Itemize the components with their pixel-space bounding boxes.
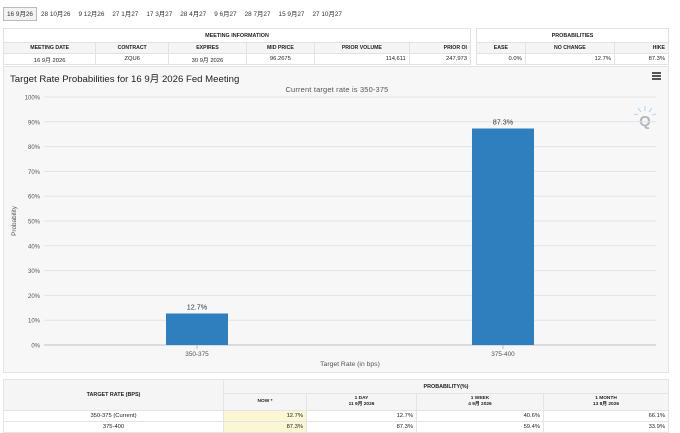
meeting-tabs: 16 9月26 28 10月26 9 12月26 27 1月27 17 3月27… xyxy=(3,7,346,21)
y-tick-label: 60% xyxy=(28,195,41,201)
hamburger-menu-icon[interactable] xyxy=(652,72,661,80)
y-tick-label: 0% xyxy=(31,344,40,350)
col-hike: HIKE xyxy=(613,42,670,54)
1-week-value: 40.6% xyxy=(416,410,544,422)
1-month-value: 33.9% xyxy=(543,421,669,433)
y-tick-label: 50% xyxy=(28,220,41,226)
1-day-value: 12.7% xyxy=(306,410,417,422)
tab-meeting-0[interactable]: 16 9月26 xyxy=(3,7,37,21)
tab-meeting-2[interactable]: 9 12月26 xyxy=(78,11,105,18)
y-tick-label: 90% xyxy=(28,120,41,126)
tab-meeting-9[interactable]: 27 10月27 xyxy=(312,11,342,18)
table-row: 375-400 87.3% 87.3% 59.4% 33.9% xyxy=(3,421,669,433)
tab-meeting-4[interactable]: 17 3月27 xyxy=(146,11,173,18)
tab-meeting-7[interactable]: 28 7月27 xyxy=(244,11,271,18)
tab-meeting-6[interactable]: 9 6月27 xyxy=(214,11,237,18)
data-label: 12.7% xyxy=(187,303,208,312)
bar xyxy=(472,128,534,345)
y-tick-label: 100% xyxy=(25,96,41,102)
rate-label: 350-375 (Current) xyxy=(3,410,224,422)
probabilities-header: PROBABILITIES xyxy=(476,28,669,43)
now-value: 12.7% xyxy=(223,410,307,422)
now-value: 87.3% xyxy=(223,421,307,433)
probabilities-table: PROBABILITIES EASE NO CHANGE HIKE 0.0% 1… xyxy=(476,28,670,65)
x-tick-label: 375-400 xyxy=(491,351,515,358)
col-1-day: 1 DAY 11 9月 2026 xyxy=(306,393,417,411)
probability-history-table: TARGET RATE (BPS) PROBABILITY(%) NOW * 1… xyxy=(3,379,669,433)
prior-oi-value: 247,973 xyxy=(408,53,472,65)
col-meeting-date: MEETING DATE xyxy=(2,42,97,54)
tab-meeting-8[interactable]: 15 9月27 xyxy=(278,11,305,18)
ease-value: 0.0% xyxy=(476,53,526,65)
data-label: 87.3% xyxy=(493,117,514,126)
col-ease: EASE xyxy=(476,42,526,54)
meeting-date-value: 16 9月 2026 xyxy=(2,53,97,65)
table-row: 350-375 (Current) 12.7% 12.7% 40.6% 66.1… xyxy=(3,410,669,422)
target-rate-header: TARGET RATE (BPS) xyxy=(3,379,224,411)
1-month-value: 66.1% xyxy=(543,410,669,422)
col-prior-oi: PRIOR OI xyxy=(408,42,472,54)
y-axis-label: Probability xyxy=(11,205,18,236)
tab-meeting-3[interactable]: 27 1月27 xyxy=(112,11,139,18)
chart-title: Target Rate Probabilities for 16 9月 2026… xyxy=(10,74,240,85)
expires-value: 30 9月 2026 xyxy=(168,53,247,65)
col-no-change: NO CHANGE xyxy=(524,42,615,54)
mid-price-value: 96.2675 xyxy=(245,53,315,65)
y-tick-label: 70% xyxy=(28,170,41,176)
meeting-info-header: MEETING INFORMATION xyxy=(3,28,471,43)
chart-subtitle: Current target rate is 350-375 xyxy=(285,85,389,94)
meeting-info-table: MEETING INFORMATION MEETING DATE CONTRAC… xyxy=(2,28,472,65)
tab-meeting-1[interactable]: 28 10月26 xyxy=(40,11,71,18)
x-tick-label: 350-375 xyxy=(185,351,209,358)
1-week-value: 59.4% xyxy=(416,421,544,433)
col-expires: EXPIRES xyxy=(168,42,247,54)
x-axis-label: Target Rate (in bps) xyxy=(320,361,380,368)
col-prior-volume: PRIOR VOLUME xyxy=(313,42,410,54)
col-contract: CONTRACT xyxy=(95,42,170,54)
col-1-month: 1 MONTH 13 8月 2026 xyxy=(543,393,669,411)
y-tick-label: 40% xyxy=(28,244,41,250)
no-change-value: 12.7% xyxy=(524,53,615,65)
col-mid-price: MID PRICE xyxy=(245,42,315,54)
y-tick-label: 30% xyxy=(28,269,41,275)
tab-meeting-5[interactable]: 28 4月27 xyxy=(180,11,207,18)
contract-value: ZQU6 xyxy=(95,53,170,65)
y-tick-label: 80% xyxy=(28,145,41,151)
bar xyxy=(166,313,228,345)
col-1-week: 1 WEEK 4 9月 2026 xyxy=(416,393,544,411)
prior-volume-value: 114,611 xyxy=(313,53,410,65)
chart-plot: 0% 10% 20% 30% 40% 50% 60% 70% 80% 90% 100% Probabi… xyxy=(11,96,656,368)
y-tick-label: 20% xyxy=(28,294,41,300)
1-day-value: 87.3% xyxy=(306,421,417,433)
rate-label: 375-400 xyxy=(3,421,224,433)
y-tick-label: 10% xyxy=(28,319,41,325)
chart-container: Target Rate Probabilities for 16 9月 2026… xyxy=(3,66,669,373)
col-now: NOW * xyxy=(223,393,307,411)
probability-header: PROBABILITY(%) xyxy=(223,379,669,394)
hike-value: 87.3% xyxy=(613,53,670,65)
